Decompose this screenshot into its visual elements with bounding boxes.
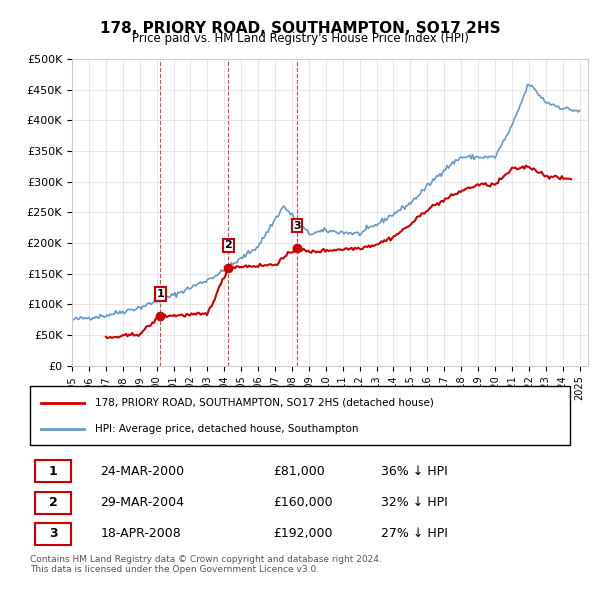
Text: 1: 1 bbox=[157, 289, 164, 299]
Text: 3: 3 bbox=[293, 221, 301, 231]
Text: 1: 1 bbox=[49, 465, 58, 478]
Text: 178, PRIORY ROAD, SOUTHAMPTON, SO17 2HS: 178, PRIORY ROAD, SOUTHAMPTON, SO17 2HS bbox=[100, 21, 500, 35]
FancyBboxPatch shape bbox=[30, 386, 570, 445]
Text: 24-MAR-2000: 24-MAR-2000 bbox=[100, 465, 184, 478]
Text: 36% ↓ HPI: 36% ↓ HPI bbox=[381, 465, 448, 478]
FancyBboxPatch shape bbox=[35, 460, 71, 483]
Text: 18-APR-2008: 18-APR-2008 bbox=[100, 527, 181, 540]
Text: 2: 2 bbox=[49, 496, 58, 509]
Text: 2: 2 bbox=[224, 241, 232, 250]
Text: £81,000: £81,000 bbox=[273, 465, 325, 478]
Text: £160,000: £160,000 bbox=[273, 496, 332, 509]
Text: Price paid vs. HM Land Registry's House Price Index (HPI): Price paid vs. HM Land Registry's House … bbox=[131, 32, 469, 45]
Text: 178, PRIORY ROAD, SOUTHAMPTON, SO17 2HS (detached house): 178, PRIORY ROAD, SOUTHAMPTON, SO17 2HS … bbox=[95, 398, 434, 408]
Text: 32% ↓ HPI: 32% ↓ HPI bbox=[381, 496, 448, 509]
Text: 27% ↓ HPI: 27% ↓ HPI bbox=[381, 527, 448, 540]
FancyBboxPatch shape bbox=[35, 491, 71, 513]
Text: 29-MAR-2004: 29-MAR-2004 bbox=[100, 496, 184, 509]
FancyBboxPatch shape bbox=[35, 523, 71, 545]
Text: £192,000: £192,000 bbox=[273, 527, 332, 540]
Text: HPI: Average price, detached house, Southampton: HPI: Average price, detached house, Sout… bbox=[95, 424, 358, 434]
Text: Contains HM Land Registry data © Crown copyright and database right 2024.
This d: Contains HM Land Registry data © Crown c… bbox=[30, 555, 382, 574]
Text: 3: 3 bbox=[49, 527, 58, 540]
